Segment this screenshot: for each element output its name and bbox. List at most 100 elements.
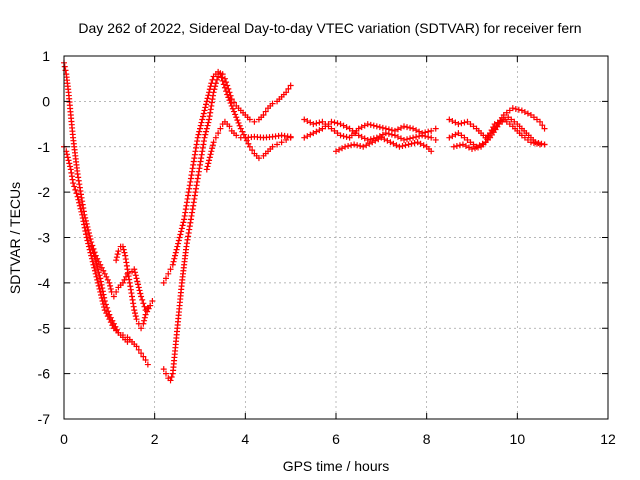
data-point [367,121,374,128]
data-point [346,125,353,132]
data-point [144,361,151,368]
data-point [203,98,210,105]
series-track-c [88,243,133,345]
data-point [411,139,418,146]
data-point [231,108,237,115]
data-point [84,237,91,244]
data-point [160,366,167,373]
data-point [109,317,116,324]
data-point [461,119,468,126]
data-point [219,77,226,84]
data-point [95,266,101,273]
series-track-b [61,143,151,368]
data-point [78,208,85,215]
data-point [106,311,113,318]
data-point [226,123,233,130]
data-point [381,136,388,143]
data-point [239,128,246,135]
y-tick-label: -6 [38,366,51,382]
data-point [390,140,397,147]
data-point [506,121,513,128]
data-point [387,139,394,146]
data-point [512,105,519,112]
x-tick-label: 6 [332,431,340,447]
data-point [432,125,439,132]
data-point [179,222,186,229]
data-point [177,231,184,238]
series-track-j [333,134,435,155]
data-point [167,266,174,273]
data-point [137,290,144,297]
data-point [90,250,97,257]
data-point [319,118,326,125]
data-point [425,133,432,140]
data-point [95,282,102,289]
data-point [446,116,453,123]
data-point [70,180,77,187]
data-point [393,142,400,149]
data-point [461,134,468,141]
data-point [203,101,210,108]
grid-lines [64,56,608,419]
data-point [343,133,350,140]
data-point [217,71,224,78]
data-point [373,123,380,130]
data-point [328,125,335,132]
data-point [225,94,232,101]
data-point [209,142,216,149]
data-point [360,143,367,150]
data-point [201,107,208,114]
data-point [274,141,281,148]
data-point [410,134,417,141]
data-point [502,116,509,123]
data-point [331,119,338,126]
data-point [496,121,503,128]
data-point [132,313,139,320]
data-point [87,236,94,243]
data-point [407,124,414,131]
data-point [199,116,206,123]
data-point [459,141,466,148]
data-point [140,353,147,360]
data-point [340,133,347,140]
data-point [113,326,120,333]
data-point [287,82,294,89]
data-point [174,243,181,250]
series-track-d [113,243,154,332]
data-point [101,298,108,305]
data-point [334,130,341,137]
data-point [245,140,252,147]
data-point [207,151,214,158]
data-point [107,314,114,321]
data-point [532,139,539,146]
data-point [521,108,528,115]
data-point [145,305,152,312]
data-point [82,228,89,235]
data-point [479,140,486,147]
data-point [331,127,338,134]
data-point [469,146,475,153]
data-point [209,145,216,152]
data-point [472,145,479,152]
data-point [410,125,417,132]
data-point [518,107,525,114]
data-point [397,124,404,131]
data-point [180,219,187,226]
data-point [200,110,207,117]
data-point [98,281,105,288]
series-track-m [450,114,548,153]
data-point [97,275,104,282]
data-point [407,135,414,142]
data-point [334,120,341,127]
data-point [237,125,244,132]
data-point [178,225,185,232]
data-point [422,133,429,140]
data-point [100,291,107,298]
data-point [206,157,213,164]
data-point [246,143,253,150]
data-point [325,121,332,128]
data-point [475,144,482,151]
data-point [92,257,99,264]
data-point [340,122,347,129]
data-point [107,285,114,292]
